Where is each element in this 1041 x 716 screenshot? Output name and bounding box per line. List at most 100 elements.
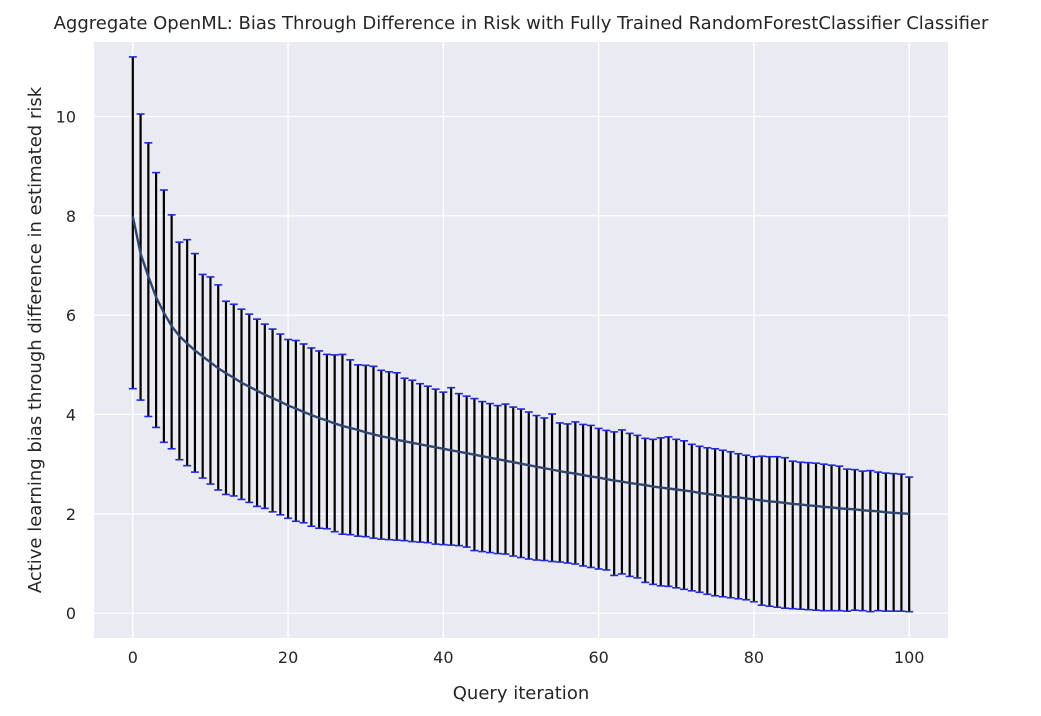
error-bar xyxy=(183,238,192,467)
error-bar xyxy=(245,313,254,504)
error-bar xyxy=(780,456,789,610)
error-bar xyxy=(625,432,634,578)
error-bar xyxy=(648,438,657,586)
error-bar xyxy=(726,450,735,599)
error-bar xyxy=(641,437,650,584)
error-bar xyxy=(392,371,401,541)
x-tick-label: 80 xyxy=(744,648,764,667)
error-bar xyxy=(369,365,378,539)
error-bar xyxy=(221,300,230,496)
error-bar xyxy=(291,339,300,523)
error-bars xyxy=(128,56,914,613)
chart-title: Aggregate OpenML: Bias Through Differenc… xyxy=(54,13,989,34)
error-bar xyxy=(656,437,665,587)
error-bar xyxy=(260,323,269,510)
error-bar xyxy=(874,471,883,612)
error-bar xyxy=(617,429,626,575)
error-bar xyxy=(749,455,758,603)
x-tick-label: 20 xyxy=(278,648,298,667)
error-bar xyxy=(253,318,262,508)
x-tick-label: 60 xyxy=(588,648,608,667)
error-bar xyxy=(579,423,588,567)
error-bar xyxy=(843,468,852,612)
error-bar xyxy=(462,395,471,548)
error-bar xyxy=(408,379,417,543)
x-tick-label: 0 xyxy=(128,648,138,667)
error-bar xyxy=(346,359,355,536)
error-bar xyxy=(680,440,689,591)
error-bar xyxy=(190,252,199,473)
error-bar xyxy=(827,464,836,612)
error-bar xyxy=(353,364,362,537)
y-tick-label: 2 xyxy=(66,505,76,524)
error-bar xyxy=(532,414,541,561)
error-bar xyxy=(400,377,409,542)
error-bar xyxy=(268,328,277,513)
error-bar xyxy=(610,431,619,577)
error-bar xyxy=(664,436,673,588)
tick-labels: 0 20 40 60 80 100 0 2 4 6 8 10 xyxy=(56,108,925,668)
error-bar xyxy=(687,443,696,592)
error-bar xyxy=(703,446,712,596)
error-bar xyxy=(881,472,890,612)
y-tick-label: 10 xyxy=(56,108,76,127)
x-tick-label: 100 xyxy=(894,648,925,667)
mean-line xyxy=(131,216,910,516)
error-bar xyxy=(493,404,502,555)
error-bar xyxy=(485,402,494,554)
error-bar xyxy=(765,455,774,608)
error-bar xyxy=(594,427,603,570)
error-bar xyxy=(385,370,394,541)
error-bar xyxy=(361,364,370,538)
error-bar xyxy=(214,284,223,491)
error-bar xyxy=(905,476,914,613)
error-bar xyxy=(509,406,518,557)
error-bar xyxy=(159,189,168,444)
error-bar xyxy=(299,343,308,524)
error-bar xyxy=(431,388,440,545)
error-bar xyxy=(501,403,510,555)
error-bar xyxy=(563,423,572,564)
error-bar xyxy=(548,413,557,563)
error-bar xyxy=(524,411,533,560)
error-bar xyxy=(850,468,859,611)
x-axis-label: Query iteration xyxy=(453,683,589,704)
error-bar xyxy=(718,449,727,598)
error-bar xyxy=(586,424,595,569)
error-bar xyxy=(602,429,611,571)
error-bar xyxy=(152,171,161,429)
error-bar xyxy=(237,308,246,501)
error-bar xyxy=(206,276,215,485)
error-bar xyxy=(672,438,681,589)
error-bar xyxy=(439,391,448,546)
error-bar xyxy=(307,347,316,528)
y-tick-label: 8 xyxy=(66,207,76,226)
error-bar xyxy=(229,303,238,497)
error-bar xyxy=(734,452,743,600)
error-bar xyxy=(175,241,184,461)
error-bar xyxy=(330,354,339,533)
error-bar xyxy=(889,472,898,612)
error-bar xyxy=(338,353,347,535)
error-bar xyxy=(198,273,207,479)
error-bar xyxy=(796,461,805,610)
error-bar xyxy=(423,385,432,544)
error-bar xyxy=(571,421,580,565)
error-bar xyxy=(804,461,813,611)
error-bar xyxy=(315,350,324,530)
y-tick-label: 4 xyxy=(66,406,76,425)
error-bar xyxy=(773,455,782,609)
error-bar xyxy=(517,408,525,559)
error-bar xyxy=(835,465,844,612)
error-bar xyxy=(128,56,137,390)
y-tick-label: 6 xyxy=(66,306,76,325)
x-tick-label: 40 xyxy=(433,648,453,667)
error-bar xyxy=(416,382,425,543)
error-bar xyxy=(167,214,176,450)
mean-series xyxy=(131,216,910,516)
error-bar xyxy=(276,333,285,516)
error-bar xyxy=(711,447,720,597)
error-bar xyxy=(377,369,386,540)
